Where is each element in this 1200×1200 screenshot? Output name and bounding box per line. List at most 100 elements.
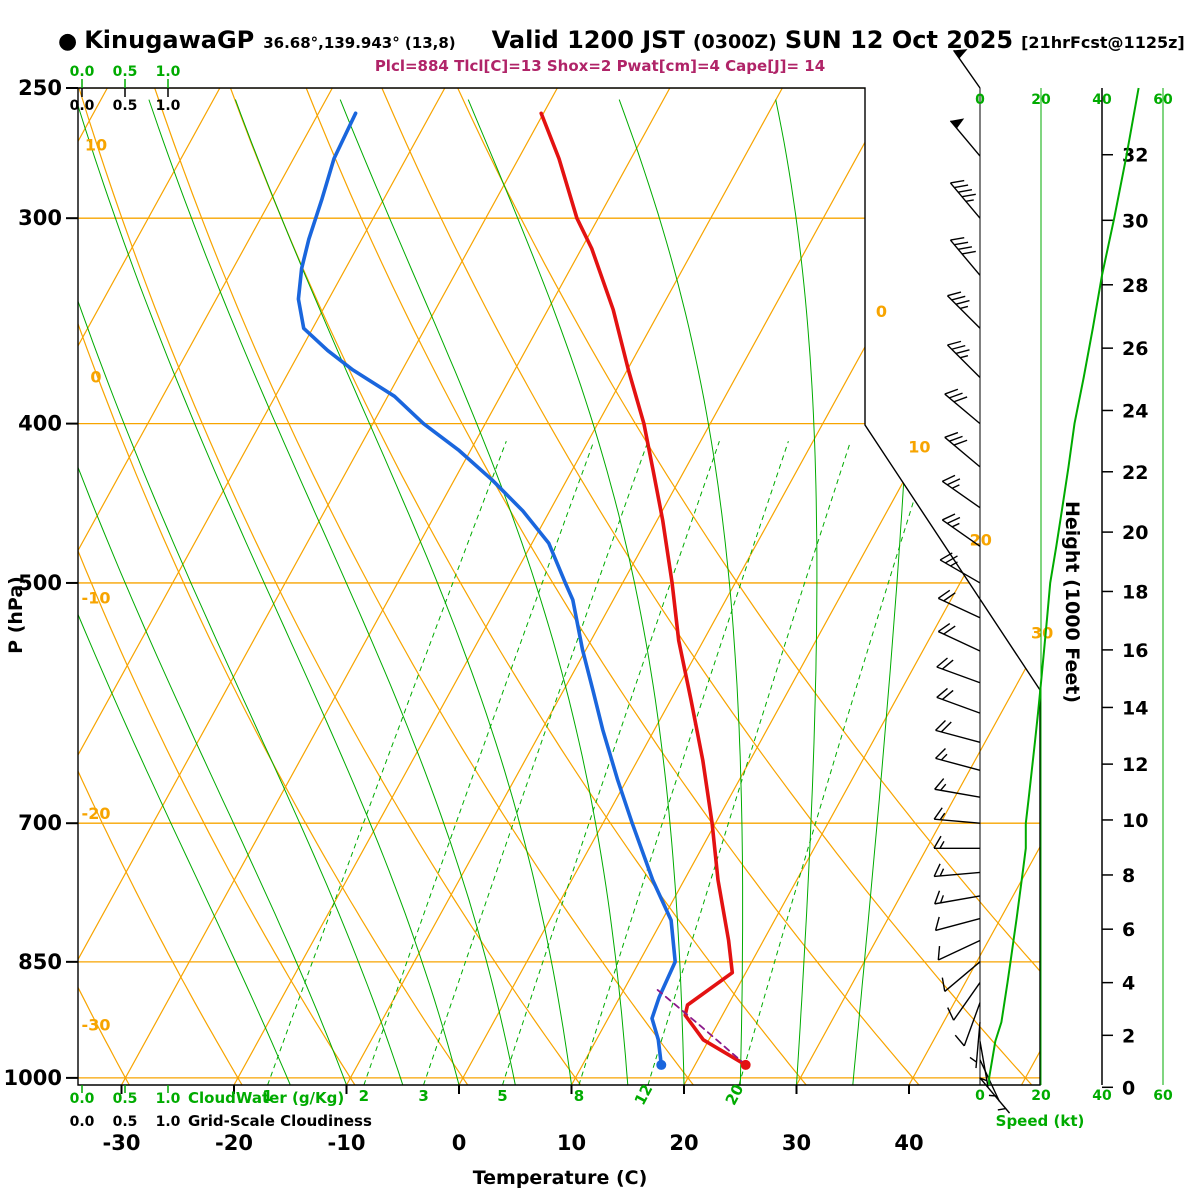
wind-barb-half <box>979 1077 988 1082</box>
wind-barb-half <box>988 1094 997 1097</box>
cloudwater-scale-label: 0.5 <box>113 64 138 80</box>
isotherm-line <box>908 88 1040 1085</box>
wind-barb <box>969 1022 981 1069</box>
isotherm-line <box>78 88 446 1085</box>
wind-barb-half <box>939 868 945 877</box>
moist-adiabat-line <box>78 99 404 1085</box>
wind-barb-half <box>960 305 969 310</box>
station-marker: ● <box>58 29 78 54</box>
wind-barb-full <box>934 890 941 905</box>
wind-barb <box>936 687 981 714</box>
temperature-tick-label: -20 <box>215 1131 253 1155</box>
moist-adiabat-line <box>148 99 516 1085</box>
wind-barb-full <box>933 863 941 877</box>
valid-time-utc: (0300Z) <box>692 31 777 53</box>
height-tick-label: 4 <box>1122 973 1135 995</box>
pressure-tick-label: 400 <box>18 412 62 436</box>
cloudiness-scale-label-bottom: 1.0 <box>156 1114 181 1130</box>
wind-barb-full <box>933 807 943 820</box>
moist-adiabat-line <box>78 99 291 1085</box>
isotherm-label: 20 <box>970 530 992 549</box>
station-name: KinugawaGP <box>84 26 255 54</box>
height-tick-label: 18 <box>1122 581 1148 603</box>
isotherm-line <box>683 88 1040 1085</box>
wind-barb-full <box>958 246 973 250</box>
pressure-tick-label: 1000 <box>4 1066 62 1090</box>
height-tick-label: 12 <box>1122 754 1148 776</box>
wind-barb-full <box>951 295 966 301</box>
isotherm-label: 30 <box>1031 623 1053 642</box>
parcel-curve <box>656 989 747 1066</box>
pressure-tick-label: 250 <box>18 76 62 100</box>
chart-header: ● KinugawaGP 36.68°,139.943° (13,8) Vali… <box>58 26 1185 54</box>
wind-barb <box>941 513 981 547</box>
cloudiness-scale-label-bottom: 0.5 <box>113 1114 138 1130</box>
height-tick-label: 32 <box>1122 145 1148 167</box>
cloudiness-scale-label: 0.5 <box>113 98 138 114</box>
cloudwater-scale-label: 0.0 <box>70 64 95 80</box>
height-tick-label: 0 <box>1122 1077 1135 1099</box>
dry-adiabat-line <box>154 88 694 1085</box>
wind-barb-full <box>936 687 948 698</box>
wind-barb-full <box>935 719 946 731</box>
mixing-ratio-line <box>578 441 789 1085</box>
moist-adiabat-line <box>234 99 572 1085</box>
pressure-tick-label: 850 <box>18 950 62 974</box>
wind-barb-half <box>950 561 958 567</box>
moist-adiabat-line <box>618 99 744 1085</box>
wind-barb-staff <box>934 895 981 905</box>
cloudiness-scale-label: 1.0 <box>156 98 181 114</box>
dry-adiabat-line <box>78 88 243 1085</box>
right-axes: 0020204040606002468101214161820222426283… <box>975 87 1173 1104</box>
wind-barb-full <box>947 340 962 346</box>
wind-barb <box>933 863 981 878</box>
wind-barb-staff <box>963 1002 981 1047</box>
cloudwater-legend: CloudWater (g/Kg) <box>188 1089 344 1107</box>
wind-barb <box>941 474 981 509</box>
moist-adiabat-line <box>467 99 685 1085</box>
isotherm-line <box>458 88 1008 1085</box>
wind-barb <box>934 916 981 932</box>
dry-adiabat-label: 10 <box>85 136 107 155</box>
mixing-ratio-line <box>363 441 595 1085</box>
wind-barb-full <box>936 657 948 668</box>
isotherm-line <box>795 88 1040 1085</box>
mixing-ratio-line <box>502 441 720 1085</box>
wind-barb-full <box>937 622 951 633</box>
wind-barb-staff <box>944 436 981 468</box>
mixing-ratio-label: 2 <box>359 1087 369 1105</box>
wind-barb-staff <box>944 393 981 425</box>
speed-tick-label-top: 20 <box>1031 92 1051 108</box>
height-tick-label: 6 <box>1122 919 1135 941</box>
dry-adiabat-line <box>78 88 356 1085</box>
height-tick-label: 24 <box>1122 400 1148 422</box>
cloudwater-scale-label-bottom: 1.0 <box>156 1091 181 1107</box>
dry-adiabat-label: -30 <box>82 1015 111 1034</box>
height-tick-label: 10 <box>1122 810 1148 832</box>
wind-barb <box>937 622 981 652</box>
dry-adiabat-line <box>78 88 130 1085</box>
cloudiness-scale-label: 0.0 <box>70 98 95 114</box>
dry-adiabat-label: -20 <box>82 804 111 823</box>
wind-barb-pennant <box>953 49 968 59</box>
height-tick-label: 16 <box>1122 640 1148 662</box>
dry-adiabat-line <box>305 88 920 1085</box>
wind-barb <box>936 657 981 684</box>
mixing-ratio-label: 3 <box>418 1087 428 1105</box>
wind-barb-full <box>949 392 963 399</box>
wind-barb-full <box>944 431 959 438</box>
temperature-tick-label: -30 <box>103 1131 141 1155</box>
wind-barb <box>946 291 981 329</box>
wind-barb <box>933 807 981 824</box>
wind-barb-half <box>939 812 946 821</box>
wind-barb <box>944 388 981 425</box>
speed-tick-label-bottom: 20 <box>1031 1088 1051 1104</box>
pressure-tick-label: 500 <box>18 571 62 595</box>
speed-profile-curve <box>988 87 1140 1085</box>
wind-barb-full <box>940 721 952 733</box>
wind-barb-full <box>934 778 945 790</box>
moist-adiabat-line <box>78 99 460 1085</box>
cloudwater-scale-label-bottom: 0.0 <box>70 1091 95 1107</box>
pressure-tick-label: 300 <box>18 206 62 230</box>
wind-barb-full <box>947 1007 955 1021</box>
